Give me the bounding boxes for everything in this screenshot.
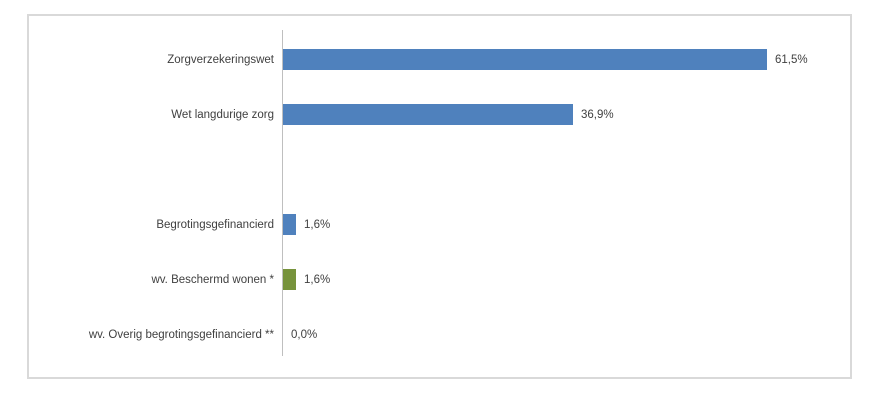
value-label: 1,6% [304, 273, 331, 286]
chart-row: Begrotingsgefinancierd 1,6% [29, 197, 850, 252]
value-label: 0,0% [291, 328, 318, 341]
category-label: wv. Overig begrotingsgefinancierd ** [88, 328, 274, 341]
value-label: 1,6% [304, 218, 331, 231]
category-label: Wet langdurige zorg [171, 108, 274, 121]
category-label: wv. Beschermd wonen * [151, 273, 274, 286]
chart-row: Wet langdurige zorg 36,9% [29, 87, 850, 142]
value-label: 61,5% [775, 53, 808, 66]
y-axis-line [282, 30, 283, 356]
chart-row: wv. Overig begrotingsgefinancierd ** 0,0% [29, 307, 850, 362]
category-label: Begrotingsgefinancierd [156, 218, 274, 231]
chart-row: wv. Beschermd wonen * 1,6% [29, 252, 850, 307]
chart-container: Zorgverzekeringswet 61,5% Wet langdurige z… [27, 14, 852, 379]
chart-row [29, 142, 850, 197]
chart-row: Zorgverzekeringswet 61,5% [29, 32, 850, 87]
bar [283, 49, 767, 70]
value-label: 36,9% [581, 108, 614, 121]
category-label [29, 142, 274, 197]
plot-area: Zorgverzekeringswet 61,5% Wet langdurige z… [29, 30, 850, 362]
bar [283, 269, 296, 290]
category-label: Zorgverzekeringswet [167, 53, 274, 66]
bar [283, 214, 296, 235]
bar [283, 104, 573, 125]
